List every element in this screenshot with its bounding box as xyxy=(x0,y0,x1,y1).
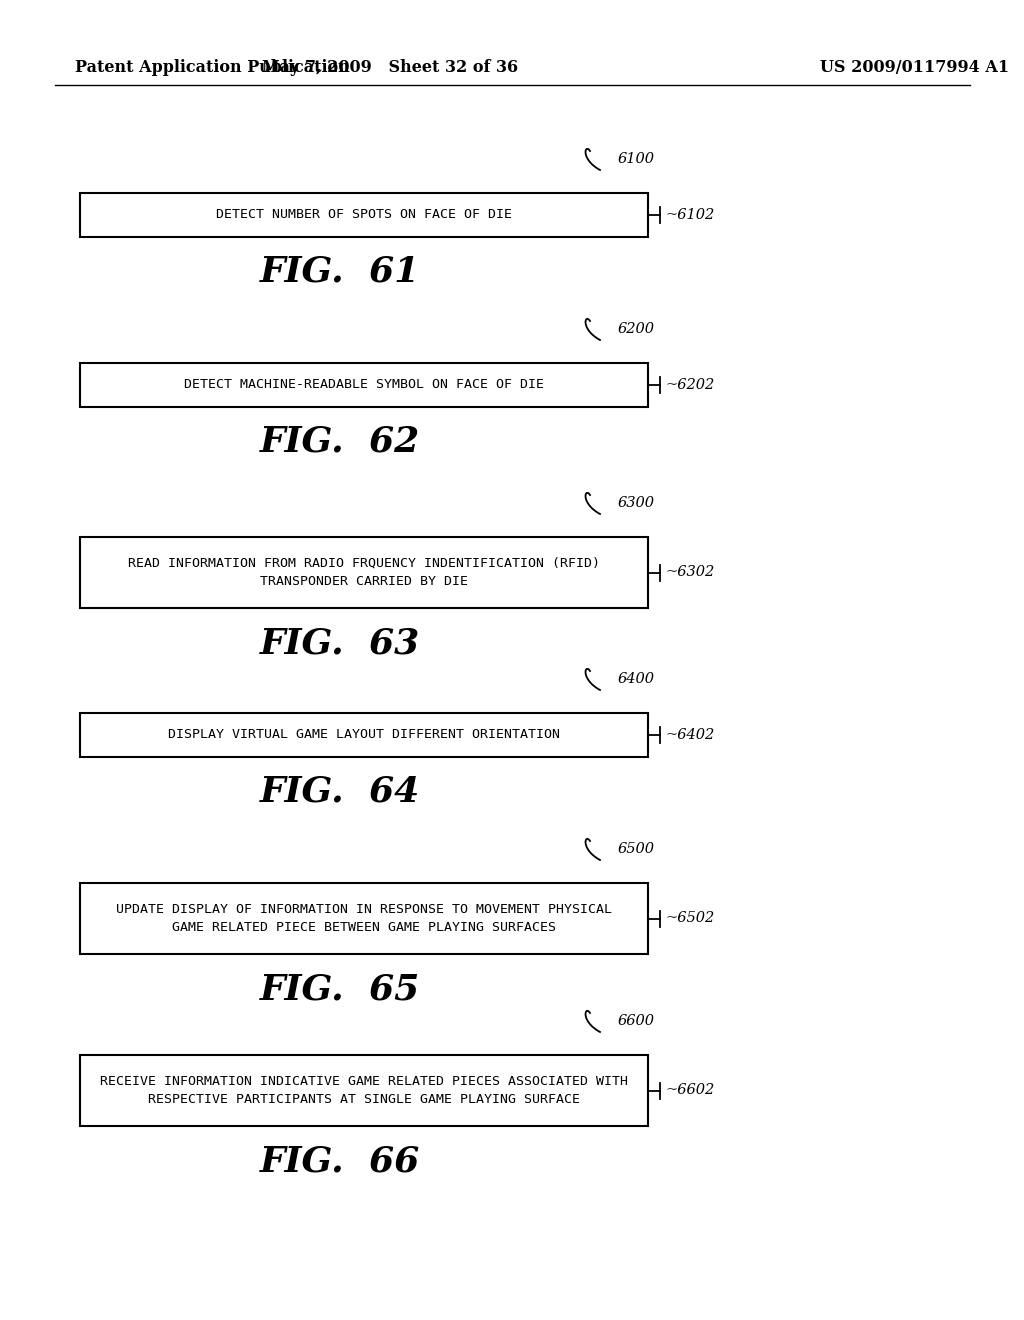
Text: US 2009/0117994 A1: US 2009/0117994 A1 xyxy=(820,59,1009,77)
Text: 6600: 6600 xyxy=(618,1014,655,1028)
Text: ~6202: ~6202 xyxy=(665,378,715,392)
Text: 6100: 6100 xyxy=(618,152,655,166)
Text: DETECT MACHINE-READABLE SYMBOL ON FACE OF DIE: DETECT MACHINE-READABLE SYMBOL ON FACE O… xyxy=(184,379,544,392)
Bar xyxy=(80,883,648,954)
Text: FIG.  61: FIG. 61 xyxy=(260,255,420,289)
Text: ~6602: ~6602 xyxy=(665,1084,715,1097)
Bar xyxy=(80,193,648,238)
Bar xyxy=(80,713,648,756)
Text: ~6302: ~6302 xyxy=(665,565,715,579)
Text: DISPLAY VIRTUAL GAME LAYOUT DIFFERENT ORIENTATION: DISPLAY VIRTUAL GAME LAYOUT DIFFERENT OR… xyxy=(168,729,560,742)
Text: 6300: 6300 xyxy=(618,496,655,510)
Text: UPDATE DISPLAY OF INFORMATION IN RESPONSE TO MOVEMENT PHYSICAL
GAME RELATED PIEC: UPDATE DISPLAY OF INFORMATION IN RESPONS… xyxy=(116,903,612,935)
Text: FIG.  64: FIG. 64 xyxy=(260,775,420,809)
Text: FIG.  63: FIG. 63 xyxy=(260,626,420,660)
Text: Patent Application Publication: Patent Application Publication xyxy=(75,59,350,77)
Text: 6500: 6500 xyxy=(618,842,655,855)
Text: ~6402: ~6402 xyxy=(665,729,715,742)
Text: FIG.  65: FIG. 65 xyxy=(260,972,420,1006)
Bar xyxy=(80,537,648,609)
Text: May 7, 2009   Sheet 32 of 36: May 7, 2009 Sheet 32 of 36 xyxy=(262,59,518,77)
Text: FIG.  66: FIG. 66 xyxy=(260,1144,420,1177)
Text: FIG.  62: FIG. 62 xyxy=(260,425,420,459)
Bar xyxy=(80,363,648,407)
Text: ~6102: ~6102 xyxy=(665,209,715,222)
Text: 6400: 6400 xyxy=(618,672,655,686)
Text: 6200: 6200 xyxy=(618,322,655,337)
Text: READ INFORMATION FROM RADIO FRQUENCY INDENTIFICATION (RFID)
TRANSPONDER CARRIED : READ INFORMATION FROM RADIO FRQUENCY IND… xyxy=(128,557,600,587)
Text: DETECT NUMBER OF SPOTS ON FACE OF DIE: DETECT NUMBER OF SPOTS ON FACE OF DIE xyxy=(216,209,512,222)
Bar xyxy=(80,1055,648,1126)
Text: ~6502: ~6502 xyxy=(665,912,715,925)
Text: RECEIVE INFORMATION INDICATIVE GAME RELATED PIECES ASSOCIATED WITH
RESPECTIVE PA: RECEIVE INFORMATION INDICATIVE GAME RELA… xyxy=(100,1074,628,1106)
